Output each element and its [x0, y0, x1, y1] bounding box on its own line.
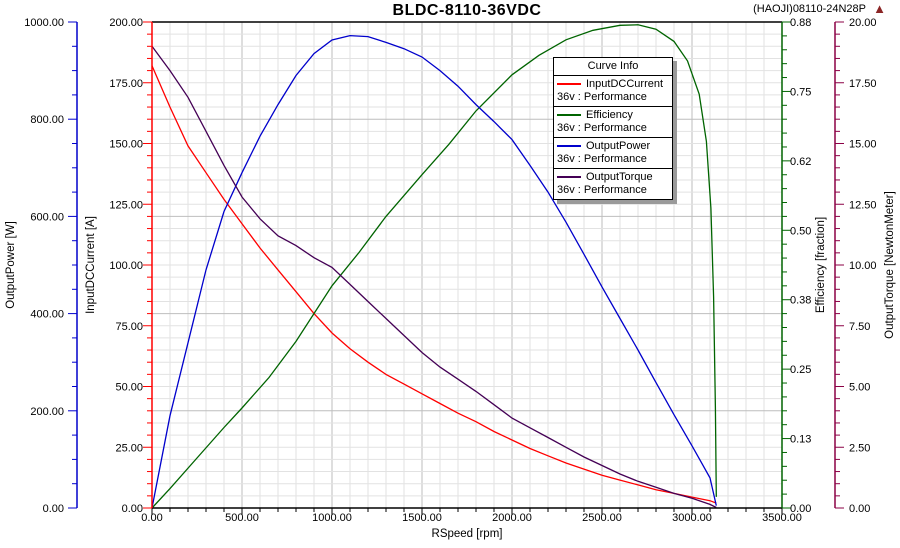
curve-swatch-icon — [557, 83, 581, 85]
power-tick-label: 400.00 — [30, 309, 64, 321]
legend-entry-inputdccurrent[interactable]: InputDCCurrent 36v : Performance — [554, 76, 672, 107]
current-tick-label: 0.00 — [122, 503, 143, 515]
current-tick-label: 175.00 — [109, 78, 143, 90]
efficiency-tick-label: 0.00 — [790, 503, 811, 515]
curve-outputpower — [151, 34, 717, 509]
torque-tick-label: 17.50 — [849, 78, 877, 90]
x-tick-label: 0.00 — [141, 512, 162, 524]
current-tick-label: 75.00 — [115, 321, 143, 333]
torque-tick-label: 5.00 — [849, 382, 870, 394]
torque-tick-label: 20.00 — [849, 17, 877, 29]
efficiency-tick-label: 0.38 — [790, 295, 811, 307]
x-tick-label: 2500.00 — [582, 512, 622, 524]
legend-series-name: OutputPower — [586, 140, 651, 152]
torque-tick-label: 7.50 — [849, 321, 870, 333]
curve-swatch-icon — [557, 114, 581, 116]
x-tick-label: 3500.00 — [762, 512, 802, 524]
legend-entry-outputtorque[interactable]: OutputTorque 36v : Performance — [554, 169, 672, 199]
current-axis-title: InputDCCurrent [A] — [85, 216, 97, 314]
power-tick-label: 200.00 — [30, 406, 64, 418]
torque-tick-label: 0.00 — [849, 503, 870, 515]
curve-outputtorque — [151, 45, 717, 509]
curve-efficiency — [151, 24, 717, 509]
torque-tick-label: 2.50 — [849, 442, 870, 454]
torque-axis-title: OutputTorque [NewtonMeter] — [884, 191, 896, 339]
current-tick-label: 25.00 — [115, 442, 143, 454]
x-tick-label: 1500.00 — [402, 512, 442, 524]
page-title: BLDC-8110-36VDC — [392, 2, 542, 19]
current-tick-label: 200.00 — [109, 17, 143, 29]
x-tick-label: 2000.00 — [492, 512, 532, 524]
efficiency-tick-label: 0.50 — [790, 225, 811, 237]
power-axis-title: OutputPower [W] — [5, 221, 17, 309]
legend-series-name: Efficiency — [586, 109, 633, 121]
efficiency-axis-title: Efficiency [fraction] — [815, 217, 827, 313]
model-annotation: (HAOJI)08110-24N28P — [753, 3, 866, 15]
legend-series-sub: 36v : Performance — [557, 122, 647, 134]
x-tick-label: 500.00 — [225, 512, 259, 524]
torque-tick-label: 15.00 — [849, 139, 877, 151]
current-tick-label: 50.00 — [115, 382, 143, 394]
legend-series-sub: 36v : Performance — [557, 184, 647, 196]
power-tick-label: 1000.00 — [24, 17, 64, 29]
torque-tick-label: 10.00 — [849, 260, 877, 272]
curve-swatch-icon — [557, 145, 581, 147]
efficiency-tick-label: 0.13 — [790, 434, 811, 446]
current-tick-label: 125.00 — [109, 199, 143, 211]
current-tick-label: 100.00 — [109, 260, 143, 272]
legend-series-sub: 36v : Performance — [557, 153, 647, 165]
curve-inputdccurrent — [151, 65, 717, 504]
efficiency-tick-label: 0.25 — [790, 364, 811, 376]
torque-tick-label: 12.50 — [849, 199, 877, 211]
legend[interactable]: Curve Info InputDCCurrent 36v : Performa… — [553, 57, 673, 200]
x-tick-label: 3000.00 — [672, 512, 712, 524]
x-axis-title: RSpeed [rpm] — [432, 528, 503, 540]
power-tick-label: 800.00 — [30, 114, 64, 126]
power-tick-label: 0.00 — [43, 503, 64, 515]
legend-series-name: OutputTorque — [586, 171, 653, 183]
x-tick-label: 1000.00 — [312, 512, 352, 524]
curve-swatch-icon — [557, 176, 581, 178]
power-tick-label: 600.00 — [30, 211, 64, 223]
ansys-logo-icon: ▲ — [873, 1, 886, 16]
current-tick-label: 150.00 — [109, 139, 143, 151]
legend-series-sub: 36v : Performance — [557, 91, 647, 103]
efficiency-tick-label: 0.62 — [790, 156, 811, 168]
efficiency-tick-label: 0.88 — [790, 17, 811, 29]
efficiency-tick-label: 0.75 — [790, 86, 811, 98]
legend-entry-outputpower[interactable]: OutputPower 36v : Performance — [554, 138, 672, 169]
legend-series-name: InputDCCurrent — [586, 78, 664, 90]
legend-title: Curve Info — [554, 58, 672, 76]
legend-entry-efficiency[interactable]: Efficiency 36v : Performance — [554, 107, 672, 138]
